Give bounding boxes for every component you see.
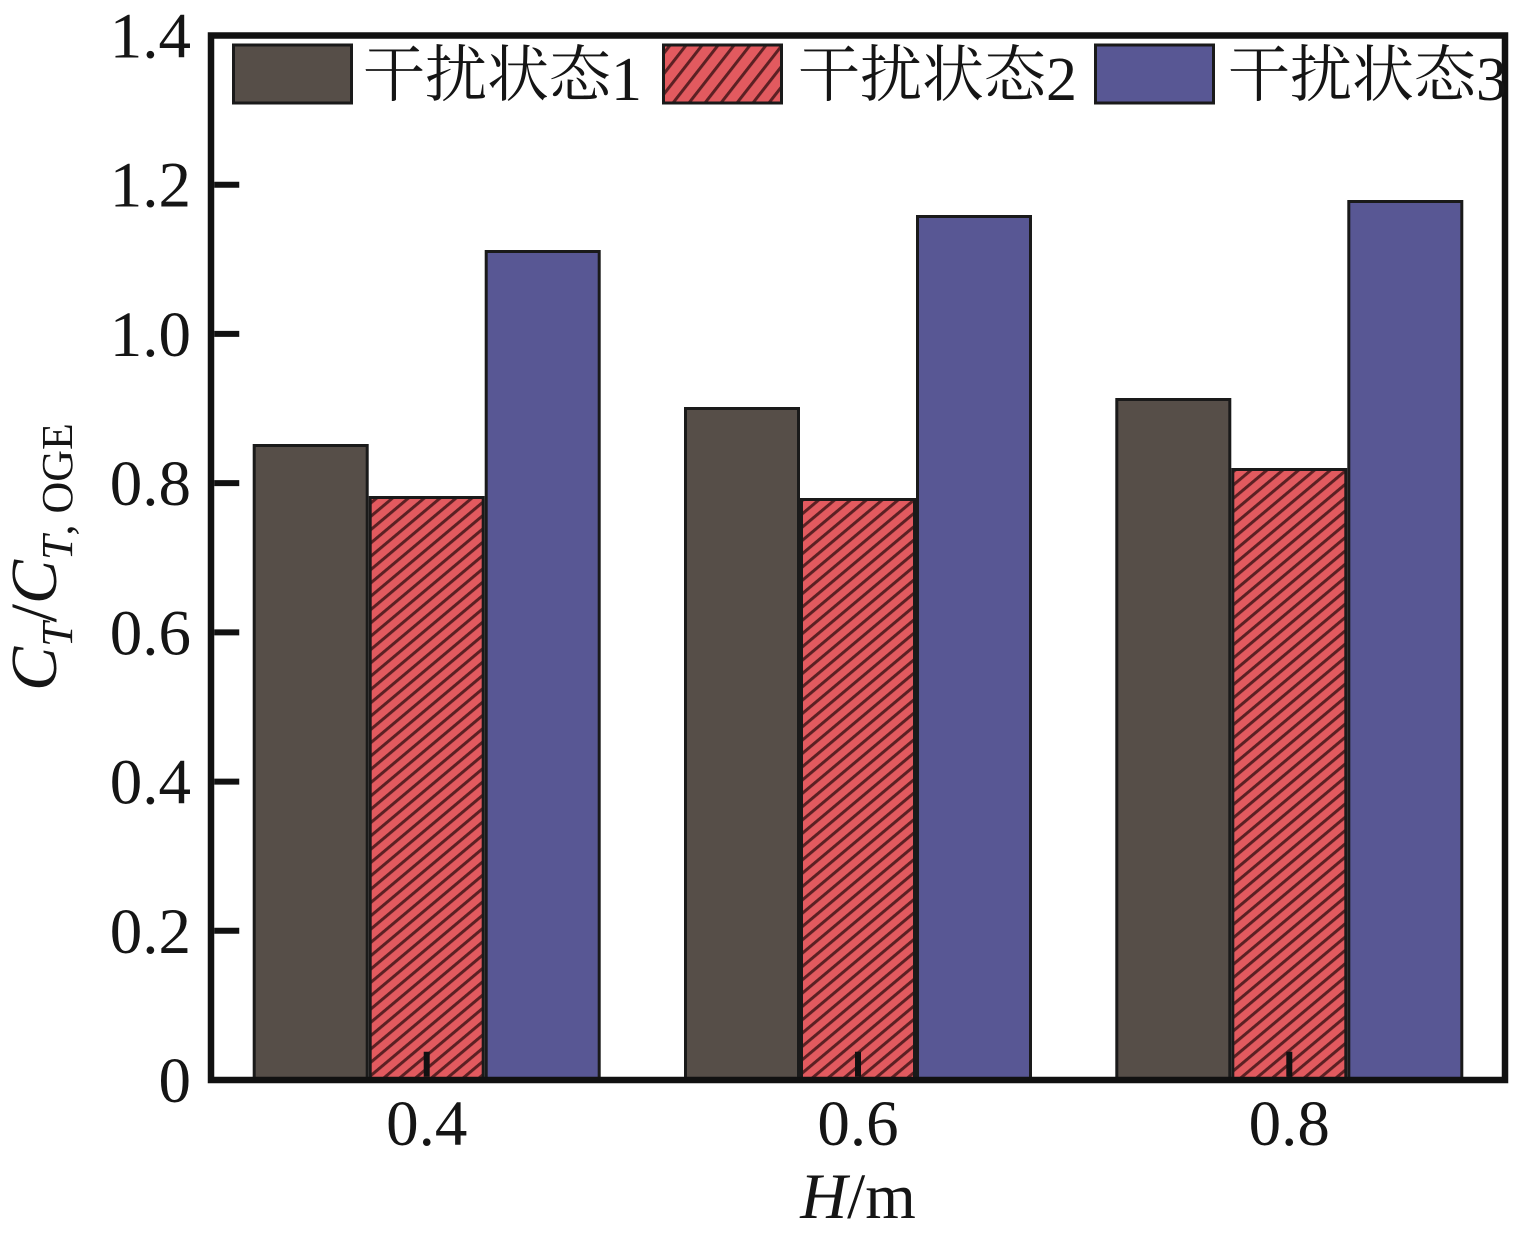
svg-text:0.6: 0.6 (110, 597, 191, 669)
svg-text:3: 3 (1476, 46, 1507, 114)
svg-text:0: 0 (159, 1045, 192, 1117)
svg-text:2: 2 (1046, 46, 1077, 114)
svg-text:0.4: 0.4 (386, 1088, 467, 1160)
svg-text:0.2: 0.2 (110, 896, 191, 968)
svg-text:0.8: 0.8 (1249, 1088, 1330, 1160)
svg-text:H/m: H/m (799, 1161, 916, 1231)
svg-text:1.0: 1.0 (110, 299, 191, 371)
svg-text:1.4: 1.4 (110, 1, 191, 73)
svg-text:0.6: 0.6 (817, 1088, 898, 1160)
svg-text:CT/CT, OGE: CT/CT, OGE (0, 423, 82, 691)
svg-text:0.4: 0.4 (110, 747, 191, 819)
svg-text:0.8: 0.8 (110, 448, 191, 520)
svg-text:1.2: 1.2 (110, 150, 191, 222)
svg-text:1: 1 (611, 46, 642, 114)
